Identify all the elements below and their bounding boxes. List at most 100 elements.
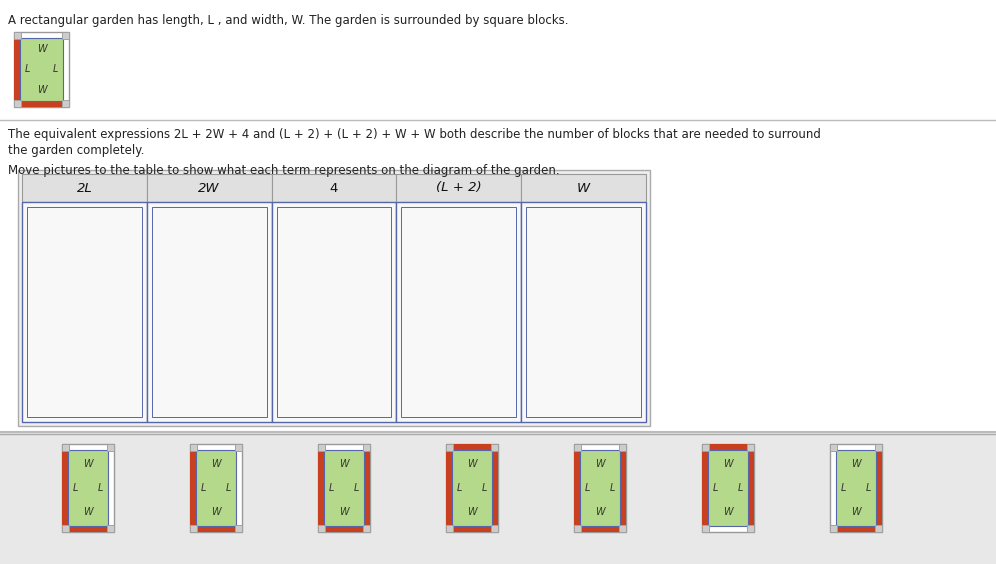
- Bar: [837, 526, 875, 532]
- Bar: [272, 174, 396, 202]
- Bar: [235, 525, 242, 532]
- Bar: [452, 450, 492, 526]
- Bar: [453, 526, 491, 532]
- Bar: [62, 525, 69, 532]
- Text: L: L: [841, 483, 846, 493]
- Bar: [318, 444, 370, 532]
- Text: the garden completely.: the garden completely.: [8, 144, 144, 157]
- Bar: [702, 444, 754, 532]
- Bar: [190, 525, 197, 532]
- Text: W: W: [577, 182, 591, 195]
- Bar: [702, 444, 709, 451]
- Bar: [62, 444, 69, 451]
- Bar: [491, 525, 498, 532]
- Bar: [324, 450, 364, 526]
- Bar: [62, 100, 69, 107]
- Bar: [69, 526, 107, 532]
- Bar: [277, 207, 391, 417]
- Bar: [581, 526, 619, 532]
- Bar: [453, 444, 491, 450]
- Bar: [620, 451, 626, 525]
- Bar: [702, 525, 709, 532]
- Bar: [446, 444, 453, 451]
- Bar: [446, 451, 452, 525]
- Bar: [580, 450, 620, 526]
- Text: W: W: [340, 459, 349, 469]
- Text: L: L: [712, 483, 718, 493]
- Bar: [574, 444, 626, 532]
- Bar: [747, 525, 754, 532]
- Bar: [107, 525, 114, 532]
- Text: W: W: [596, 508, 605, 517]
- Bar: [830, 444, 837, 451]
- Text: W: W: [211, 459, 221, 469]
- Bar: [702, 525, 709, 532]
- Bar: [830, 444, 837, 451]
- Bar: [619, 444, 626, 451]
- Bar: [363, 525, 370, 532]
- Bar: [190, 444, 242, 532]
- Bar: [875, 525, 882, 532]
- Bar: [272, 202, 396, 422]
- Text: W: W: [852, 508, 861, 517]
- Text: W: W: [723, 459, 733, 469]
- Bar: [14, 32, 69, 107]
- Bar: [396, 202, 521, 422]
- Bar: [875, 444, 882, 451]
- Bar: [491, 444, 498, 451]
- Bar: [62, 32, 69, 39]
- Bar: [521, 174, 646, 202]
- Bar: [521, 202, 646, 422]
- Text: L: L: [482, 483, 487, 493]
- Text: L: L: [867, 483, 872, 493]
- Bar: [875, 525, 882, 532]
- Bar: [14, 39, 20, 100]
- Bar: [20, 38, 63, 101]
- Bar: [574, 444, 581, 451]
- Bar: [401, 207, 516, 417]
- Bar: [747, 444, 754, 451]
- Bar: [574, 525, 581, 532]
- Bar: [702, 451, 708, 525]
- Bar: [526, 207, 641, 417]
- Bar: [27, 207, 141, 417]
- Text: L: L: [200, 483, 206, 493]
- Bar: [748, 451, 754, 525]
- Bar: [396, 174, 521, 202]
- Bar: [364, 451, 370, 525]
- Text: L: L: [226, 483, 231, 493]
- Bar: [21, 101, 62, 107]
- Bar: [22, 174, 146, 202]
- Bar: [446, 444, 453, 451]
- Text: W: W: [852, 459, 861, 469]
- Bar: [62, 100, 69, 107]
- Text: L: L: [73, 483, 78, 493]
- Text: W: W: [340, 508, 349, 517]
- Bar: [62, 525, 69, 532]
- Bar: [14, 32, 21, 39]
- Bar: [190, 525, 197, 532]
- Bar: [830, 525, 837, 532]
- Bar: [146, 202, 272, 422]
- Text: L: L: [585, 483, 590, 493]
- Text: W: W: [84, 459, 93, 469]
- Bar: [14, 100, 21, 107]
- Bar: [146, 174, 272, 202]
- Bar: [197, 526, 235, 532]
- Text: L: L: [53, 64, 58, 74]
- Bar: [235, 525, 242, 532]
- Text: W: W: [37, 85, 46, 95]
- Bar: [619, 444, 626, 451]
- Bar: [830, 525, 837, 532]
- Bar: [446, 525, 453, 532]
- Bar: [235, 444, 242, 451]
- Text: W: W: [723, 508, 733, 517]
- Text: L: L: [25, 64, 31, 74]
- Bar: [62, 451, 68, 525]
- Bar: [708, 450, 748, 526]
- Bar: [446, 525, 453, 532]
- Text: Move pictures to the table to show what each term represents on the diagram of t: Move pictures to the table to show what …: [8, 164, 560, 177]
- Bar: [68, 450, 108, 526]
- Bar: [619, 525, 626, 532]
- Text: L: L: [99, 483, 104, 493]
